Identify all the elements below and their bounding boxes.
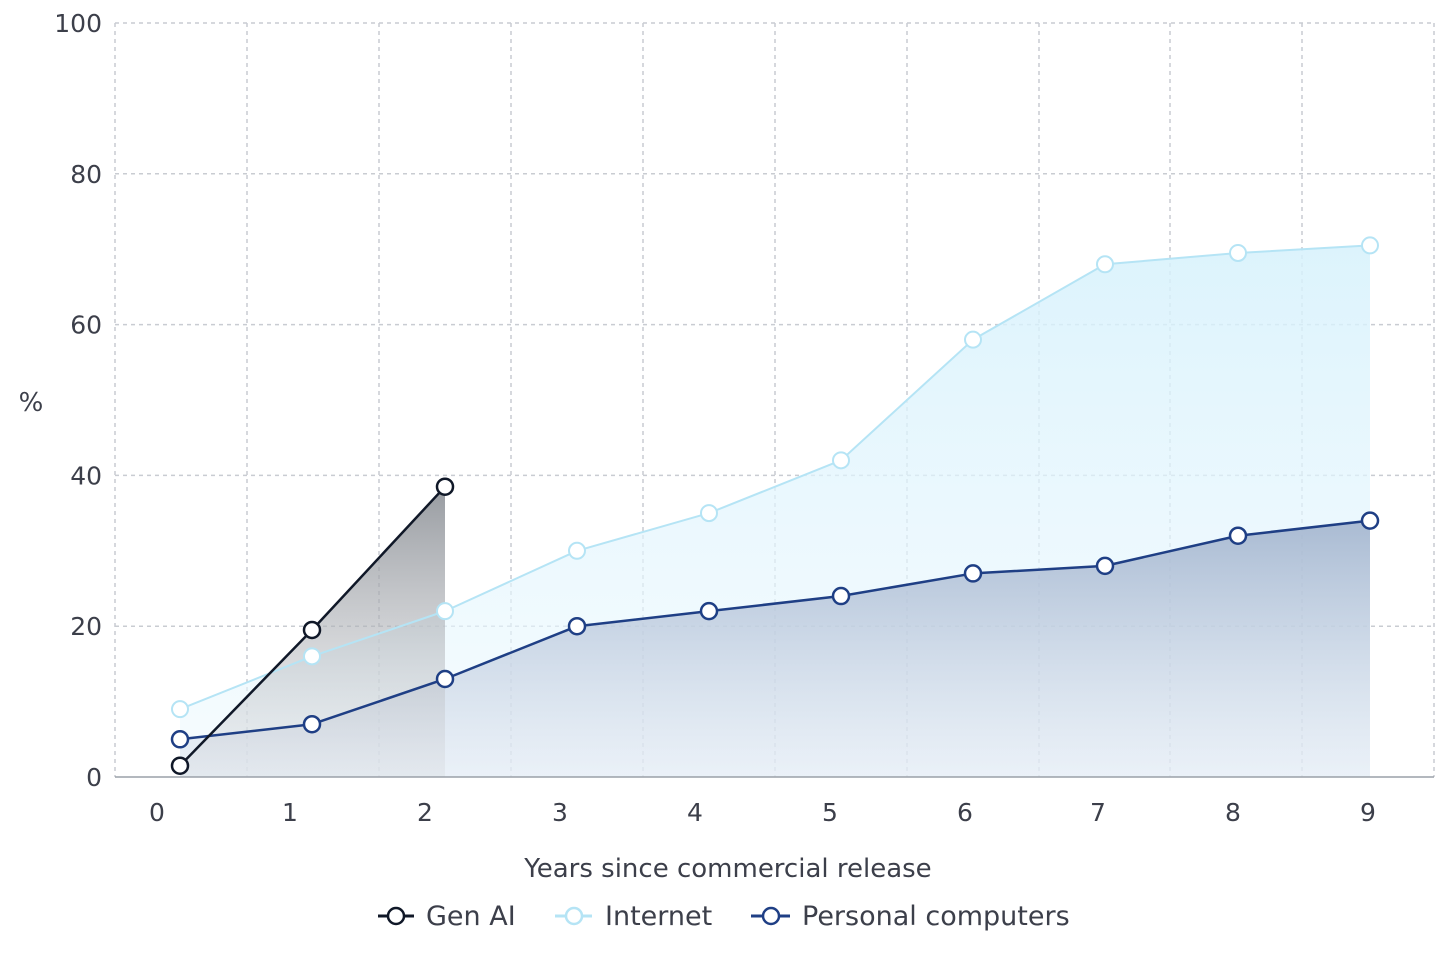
y-tick-label: 60 (70, 311, 102, 340)
legend-label: Gen AI (426, 901, 516, 932)
point-personal-computers (170, 730, 190, 749)
legend-item-gen-ai: Gen AI (378, 901, 516, 932)
x-axis-title: Years since commercial release (523, 854, 931, 884)
axes: 0 20 40 60 80 100 0 1 2 3 4 5 6 7 8 9 (54, 9, 1434, 827)
point-internet (700, 504, 718, 523)
point-personal-computers (567, 616, 587, 636)
point-personal-computers (963, 564, 983, 583)
point-internet (171, 700, 189, 719)
area-personal-computers (180, 520, 1370, 777)
point-internet (964, 330, 982, 349)
legend-marker (761, 906, 781, 926)
legend-item-personal-computers: Personal computers (751, 901, 1070, 932)
x-tick-label: 9 (1360, 798, 1376, 827)
point-gen-ai (435, 477, 455, 496)
x-tick-label: 0 (149, 798, 165, 827)
x-tick-label: 8 (1225, 798, 1241, 827)
x-tick-label: 1 (282, 798, 298, 827)
y-tick-label: 100 (54, 9, 102, 38)
legend: Gen AI Internet Personal computers (378, 901, 1070, 932)
point-personal-computers (1095, 556, 1115, 576)
point-personal-computers (302, 714, 322, 734)
line-personal-computers (179, 519, 1371, 741)
legend-marker (564, 906, 584, 926)
legend-marker (386, 906, 406, 926)
point-internet (1096, 255, 1114, 274)
point-internet (436, 602, 454, 621)
series-points (170, 236, 1380, 775)
x-tick-label: 7 (1090, 798, 1106, 827)
point-personal-computers (831, 586, 851, 606)
point-internet (303, 647, 321, 666)
point-personal-computers (1360, 511, 1380, 530)
point-gen-ai (302, 620, 322, 640)
point-gen-ai (170, 756, 190, 775)
x-tick-label: 6 (957, 798, 973, 827)
point-personal-computers (699, 601, 719, 621)
point-personal-computers (1228, 526, 1248, 545)
legend-item-internet: Internet (555, 901, 712, 932)
x-tick-label: 3 (552, 798, 568, 827)
y-tick-label: 40 (70, 461, 102, 490)
x-tick-label: 2 (417, 798, 433, 827)
point-internet (568, 541, 586, 560)
line-internet (179, 244, 1371, 711)
point-internet (832, 451, 850, 470)
series-areas (180, 245, 1370, 777)
point-personal-computers (435, 669, 455, 689)
y-axis-title: % (19, 388, 44, 418)
y-tick-label: 20 (70, 612, 102, 641)
point-internet (1361, 236, 1379, 255)
point-internet (1229, 243, 1247, 262)
y-tick-label: 0 (86, 763, 102, 792)
y-tick-label: 80 (70, 160, 102, 189)
x-tick-label: 4 (687, 798, 703, 827)
x-tick-label: 5 (822, 798, 838, 827)
legend-label: Personal computers (802, 901, 1070, 932)
legend-label: Internet (605, 901, 712, 932)
